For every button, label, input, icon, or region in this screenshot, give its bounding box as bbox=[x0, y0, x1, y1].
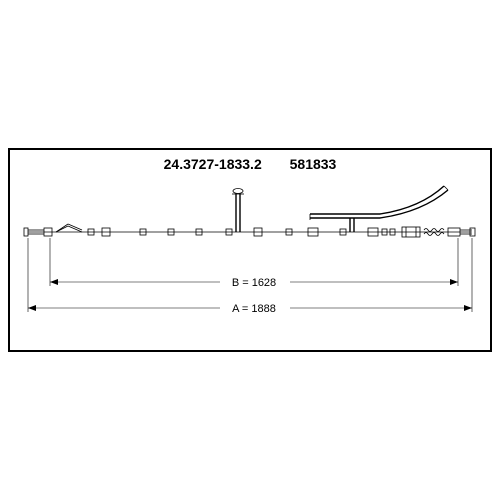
bracket-curved bbox=[310, 186, 448, 232]
header: 24.3727-1833.2 581833 bbox=[10, 156, 490, 172]
arrow-left-icon bbox=[28, 305, 36, 311]
ref-number: 581833 bbox=[290, 156, 337, 172]
arrow-left-icon bbox=[50, 279, 58, 285]
part-number: 24.3727-1833.2 bbox=[164, 156, 262, 172]
diagram-frame: 24.3727-1833.2 581833 bbox=[8, 148, 492, 352]
dim-b-label: B = 1628 bbox=[232, 277, 276, 289]
arrow-right-icon bbox=[450, 279, 458, 285]
cable-diagram: B = 1628 A = 1888 bbox=[10, 180, 490, 345]
dimension-b: B = 1628 bbox=[50, 238, 458, 289]
arrow-right-icon bbox=[464, 305, 472, 311]
left-end-fitting bbox=[24, 224, 82, 236]
dim-a-label: A = 1888 bbox=[232, 303, 276, 315]
bracket-vertical bbox=[232, 189, 244, 233]
